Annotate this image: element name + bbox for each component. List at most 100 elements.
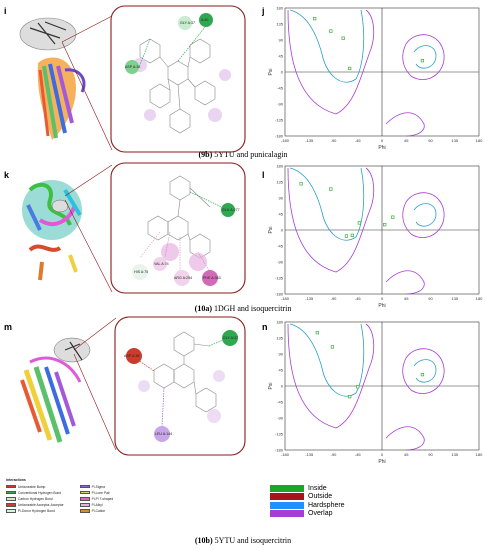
x-axis-label: Phi [378,303,385,309]
x-tick-label: 180 [476,452,483,457]
rama-points-n [315,331,425,399]
zoom-callout-lines [64,164,113,293]
legend-swatch [270,493,304,501]
x-tick-label: -45 [355,452,362,457]
y-tick-label: 45 [279,368,284,373]
legend-label: Pi-Sigma [91,484,106,489]
legend-swatch [79,509,90,513]
panel-letter-m: m [4,322,13,332]
residue-point [420,373,425,377]
y-tick-label: -180 [275,448,284,453]
x-tick-label: -90 [331,452,338,457]
y-axis-label: Psi [268,227,274,234]
x-tick-label: -135 [305,138,314,143]
x-tick-label: -180 [281,138,290,143]
legend-swatch [79,484,90,489]
ramachandran-plot-j: -180 -135 -90 -45 0 45 90 135 180 180 135 90 45 0 -45 -… [266,4,484,154]
residue-point [329,187,333,191]
y-tick-label: 90 [279,352,284,357]
protein-structure-image [20,337,91,443]
caption-id: (10b) [194,536,213,545]
y-tick-label: -45 [277,86,284,91]
legend-entry: Hardsphere [270,501,345,510]
legend-label: Pi-Cation [91,508,106,513]
legend-entry: Carbon Hydrogen Bond [6,496,64,502]
x-tick-label: 90 [428,452,433,457]
legend-col-2: Pi-Sigma Pi-Lone Pair Pi-Pi T-shaped Pi-… [79,484,114,514]
panel-letter-n: n [262,322,268,332]
zoom-callout-lines [73,317,117,451]
x-tick-label: -135 [305,452,314,457]
x-tick-label: -45 [355,296,362,301]
residue-point [341,36,345,40]
legend-label: Unfavorable Acceptor-Acceptor [18,502,64,507]
y-tick-label: 135 [276,180,283,185]
node-label: ARG A:254 [174,276,192,280]
y-tick-label: 180 [276,320,283,325]
y-tick-label: 45 [279,212,284,217]
node-label: PHE A:363 [203,276,221,280]
y-tick-label: 90 [279,196,284,201]
caption-10a: (10a) 1DGH and isoquercitrin [0,304,486,313]
legend-entry: Pi-Alkyl [79,502,114,508]
y-tick-label: -90 [277,102,284,107]
node-label: VAL A:74 [154,262,169,266]
protein-structure-image [19,17,86,140]
x-tick-label: -180 [281,452,290,457]
x-tick-label: -90 [331,296,338,301]
x-axis-label: Phi [378,145,385,151]
interaction-diagram: GLU A:277 HIS A:75 VAL A:74 ARG A:254 PH… [110,162,246,294]
y-tick-label: -135 [275,276,284,281]
x-axis-label: Phi [378,459,385,465]
legend-col-1: Unfavorable Bump Conventional Hydrogen B… [6,484,64,514]
interactions-legend: Interactions Unfavorable Bump Convention… [6,478,113,514]
x-tick-label: -45 [355,138,362,143]
x-tick-label: -135 [305,296,314,301]
legend-label: Conventional Hydrogen Bond [18,490,62,495]
node-label: A:40 [201,18,208,22]
y-axis-label: Psi [268,383,274,390]
node-label: ASP A:38 [124,354,139,358]
legend-label: Hardsphere [308,501,345,509]
legend-entry: Pi-Cation [79,508,114,514]
x-tick-label: 135 [451,296,458,301]
caption-text: 5YTU and punicalagin [214,150,288,159]
legend-entry: Conventional Hydrogen Bond [6,490,64,496]
legend-swatch [6,490,16,495]
legend-label: Unfavorable Bump [18,484,46,489]
y-tick-label: 135 [276,22,283,27]
x-tick-label: 180 [476,296,483,301]
y-tick-label: 135 [276,336,283,341]
caption-9b: (9b) 5YTU and punicalagin [0,150,486,159]
x-tick-label: 45 [404,296,409,301]
panel-letter-k: k [4,170,10,180]
legend-label: Pi-Pi T-shaped [91,496,114,501]
legend-swatch [6,509,16,513]
rama-points-l [299,182,395,238]
y-tick-label: -90 [277,260,284,265]
residue-point [315,331,319,335]
legend-entry: Outside [270,493,345,502]
y-tick-label: -180 [275,292,284,297]
ramachandran-plot-l: -180 -135 -90 -45 0 45 90 135 180 180 135 90 45 0 -45 -… [266,162,484,312]
caption-text: 5YTU and isoquercitrin [214,536,292,545]
legend-swatch [6,496,16,501]
ramachandran-plot-n: -180 -135 -90 -45 0 45 90 135 180 180 135 90 45 0 -45 -… [266,318,484,468]
legend-label: Inside [308,484,327,492]
legend-swatch [79,490,90,495]
residue-point [299,182,303,186]
x-tick-label: 180 [476,138,483,143]
legend-swatch [79,503,90,507]
x-tick-label: 45 [404,138,409,143]
legend-label: Pi-Donor Hydrogen Bond [18,508,55,513]
node-label: LEU A:144 [155,432,172,436]
rama-points-j [313,17,425,71]
interaction-diagram: ASP A:38 GLY A:37 LEU A:144 [114,316,246,456]
legend-entry: Pi-Pi T-shaped [79,496,114,502]
y-tick-label: 45 [279,54,284,59]
panel-letter-j: j [262,6,265,16]
x-tick-label: -180 [281,296,290,301]
panel-letter-i: i [4,6,7,16]
residue-point [357,221,361,225]
residue-point [329,29,333,33]
